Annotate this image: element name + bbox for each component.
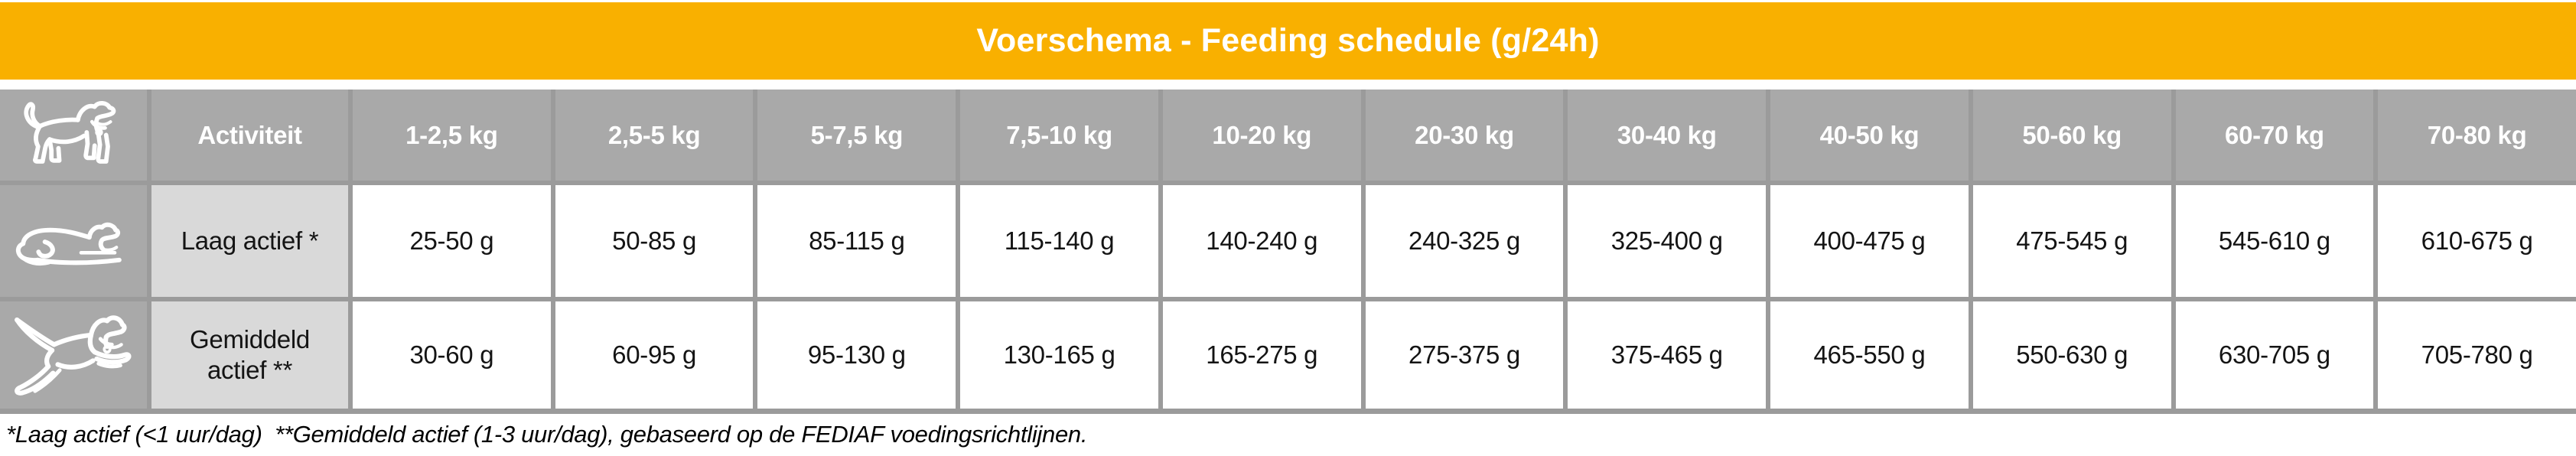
weight-header: 60-70 kg bbox=[2175, 90, 2374, 181]
feeding-value: 50-85 g bbox=[555, 185, 754, 297]
medium-activity-dog-cell bbox=[0, 301, 147, 409]
feeding-value: 95-130 g bbox=[757, 301, 956, 409]
feeding-value: 630-705 g bbox=[2175, 301, 2374, 409]
weight-header: 70-80 kg bbox=[2378, 90, 2576, 181]
feeding-value: 275-375 g bbox=[1365, 301, 1564, 409]
feeding-value: 140-240 g bbox=[1162, 185, 1361, 297]
feeding-value: 705-780 g bbox=[2378, 301, 2576, 409]
weight-header: 10-20 kg bbox=[1162, 90, 1361, 181]
activity-label: Laag actief * bbox=[151, 185, 348, 297]
weight-header: 40-50 kg bbox=[1770, 90, 1969, 181]
feeding-value: 465-550 g bbox=[1770, 301, 1969, 409]
feeding-value: 375-465 g bbox=[1568, 301, 1767, 409]
page-title: Voerschema - Feeding schedule (g/24h) bbox=[976, 22, 1600, 59]
lying-dog-icon bbox=[15, 222, 122, 265]
weight-header: 2,5-5 kg bbox=[555, 90, 754, 181]
low-activity-dog-cell bbox=[0, 185, 147, 297]
activity-label: Gemiddeld actief ** bbox=[151, 301, 348, 409]
title-banner: Voerschema - Feeding schedule (g/24h) bbox=[0, 2, 2576, 80]
feeding-value: 85-115 g bbox=[757, 185, 956, 297]
feeding-value: 325-400 g bbox=[1568, 185, 1767, 297]
weight-header: 7,5-10 kg bbox=[960, 90, 1158, 181]
weight-header: 5-7,5 kg bbox=[757, 90, 956, 181]
feeding-value: 545-610 g bbox=[2175, 185, 2374, 297]
feeding-value: 165-275 g bbox=[1162, 301, 1361, 409]
weight-header: 1-2,5 kg bbox=[353, 90, 551, 181]
activity-column-header: Activiteit bbox=[151, 90, 348, 181]
feeding-schedule-table: Activiteit 1-2,5 kg 2,5-5 kg 5-7,5 kg 7,… bbox=[0, 90, 2576, 414]
feeding-value: 610-675 g bbox=[2378, 185, 2576, 297]
feeding-value: 400-475 g bbox=[1770, 185, 1969, 297]
standing-dog-icon bbox=[24, 100, 116, 164]
feeding-value: 550-630 g bbox=[1972, 301, 2171, 409]
feeding-value: 25-50 g bbox=[353, 185, 551, 297]
feeding-value: 475-545 g bbox=[1972, 185, 2171, 297]
feeding-value: 130-165 g bbox=[960, 301, 1158, 409]
running-dog-icon bbox=[15, 315, 132, 396]
header-dog-cell bbox=[0, 90, 147, 181]
feeding-value: 60-95 g bbox=[555, 301, 754, 409]
feeding-value: 240-325 g bbox=[1365, 185, 1564, 297]
feeding-value: 30-60 g bbox=[353, 301, 551, 409]
weight-header: 30-40 kg bbox=[1568, 90, 1767, 181]
footnote-text: *Laag actief (<1 uur/dag) **Gemiddeld ac… bbox=[6, 421, 1088, 448]
weight-header: 20-30 kg bbox=[1365, 90, 1564, 181]
feeding-value: 115-140 g bbox=[960, 185, 1158, 297]
weight-header: 50-60 kg bbox=[1972, 90, 2171, 181]
